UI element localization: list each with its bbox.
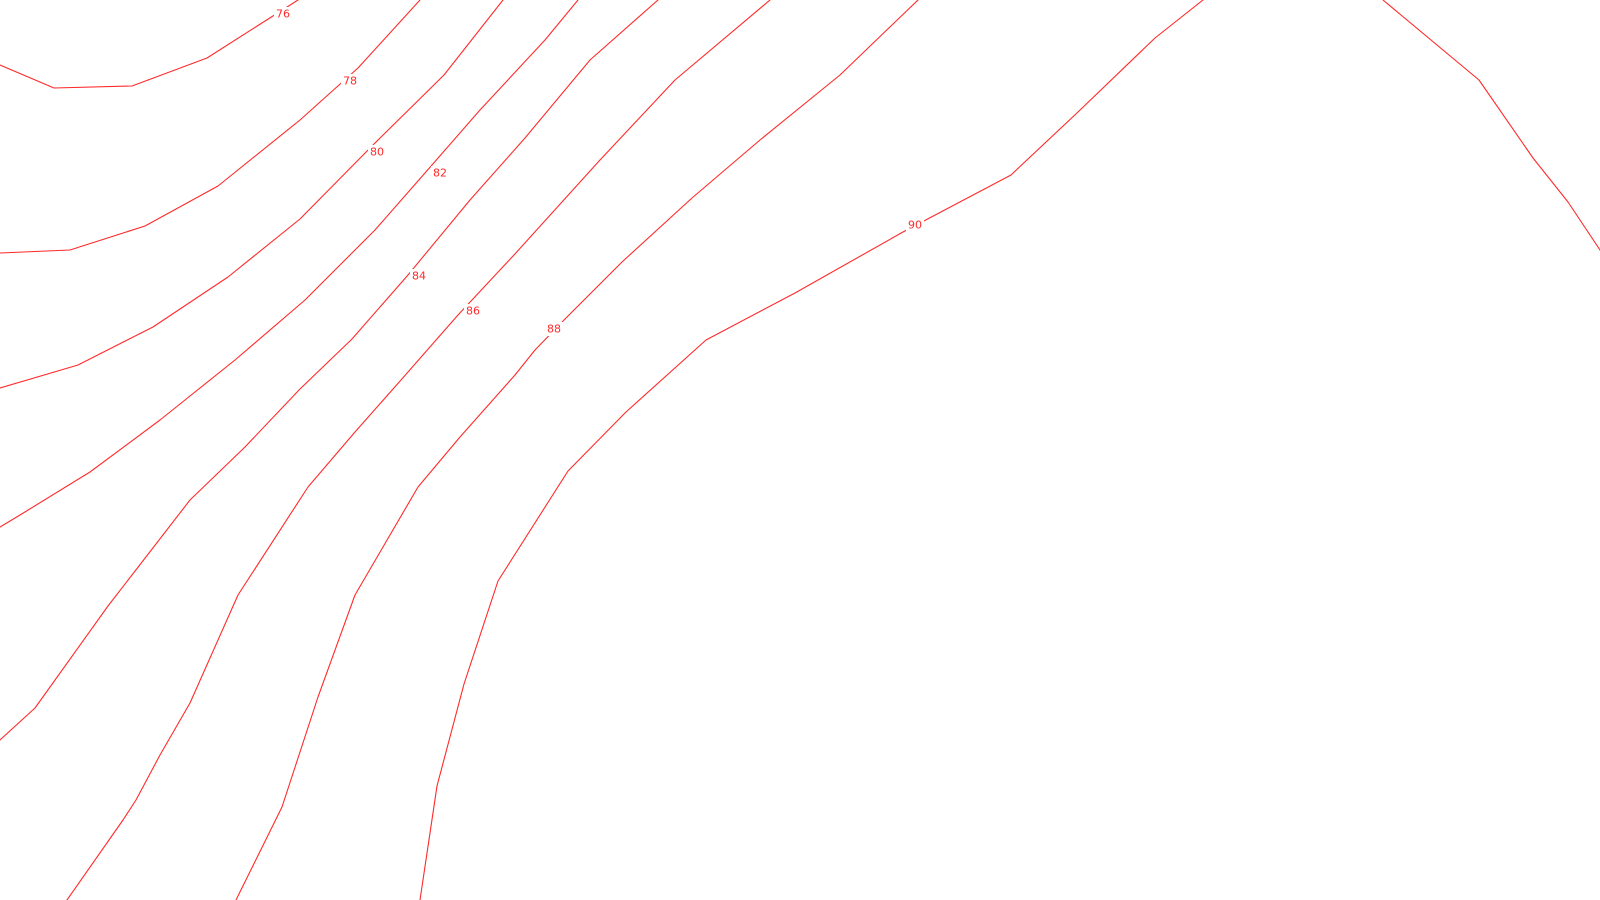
contour-line-86 [66,0,771,900]
contour-line-82 [0,0,579,528]
contour-label-90: 90 [908,219,922,232]
contour-line-78 [0,0,421,254]
contour-label-background [464,304,482,318]
contour-label-76: 76 [276,8,290,21]
contour-label-80: 80 [370,146,384,159]
contour-label-82: 82 [433,167,447,180]
contour-line-76 [0,0,299,89]
contour-line-84 [0,0,659,741]
contour-line-88 [235,0,919,900]
contour-label-84: 84 [412,270,426,283]
contour-line-92 [1382,0,1600,251]
contour-label-78: 78 [343,75,357,88]
contour-label-background [906,218,924,232]
contour-label-background [274,7,292,21]
contour-line-90 [419,0,1204,900]
contour-label-background [341,74,359,88]
contour-line-80 [0,0,504,389]
contour-label-88: 88 [547,323,561,336]
contour-label-background [431,166,449,180]
contour-label-86: 86 [466,305,480,318]
contour-label-background [545,322,563,336]
contour-label-background [368,145,386,159]
contour-label-background [410,269,428,283]
